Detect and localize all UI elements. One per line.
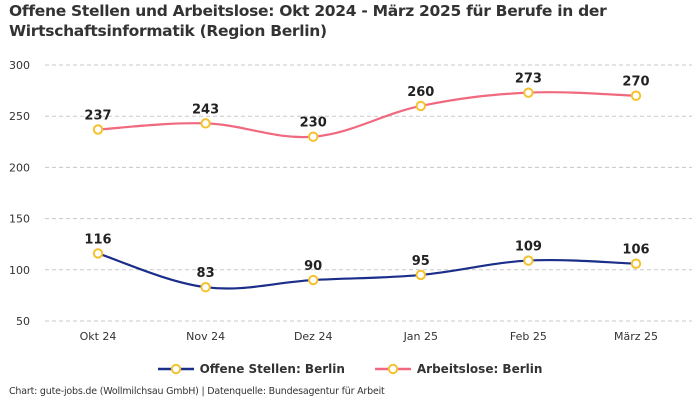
data-label: 270: [622, 75, 649, 90]
legend-line-marker-icon: [374, 363, 411, 375]
legend-label: Arbeitslose: Berlin: [416, 362, 543, 376]
legend-label: Offene Stellen: Berlin: [199, 362, 345, 376]
data-point[interactable]: [630, 258, 642, 269]
y-tick-label: 50: [16, 315, 30, 328]
data-point[interactable]: [415, 269, 426, 281]
chart-title: Offene Stellen und Arbeitslose: Okt 2024…: [9, 2, 607, 40]
x-tick-label: Jan 25: [403, 330, 438, 343]
data-label: 90: [304, 259, 322, 274]
data-point[interactable]: [200, 118, 211, 129]
legend-item[interactable]: Arbeitslose: Berlin: [374, 362, 543, 376]
data-label: 116: [84, 232, 111, 247]
data-label: 260: [407, 85, 434, 100]
legend-item[interactable]: Offene Stellen: Berlin: [157, 362, 345, 376]
data-label: 237: [84, 109, 111, 124]
y-tick-label: 150: [9, 213, 30, 226]
data-point[interactable]: [308, 131, 319, 142]
x-tick-label: März 25: [614, 330, 658, 343]
data-label: 273: [515, 72, 542, 87]
data-point[interactable]: [92, 124, 104, 135]
data-point[interactable]: [308, 274, 319, 286]
y-tick-label: 100: [9, 264, 30, 277]
data-point[interactable]: [200, 282, 211, 293]
series-line: [97, 91, 637, 139]
data-point[interactable]: [415, 100, 426, 112]
data-point[interactable]: [92, 248, 104, 259]
y-tick-label: 200: [9, 161, 30, 174]
x-tick-label: Feb 25: [510, 330, 547, 343]
data-point[interactable]: [523, 87, 534, 98]
x-tick-label: Dez 24: [294, 330, 333, 343]
data-point[interactable]: [630, 90, 642, 101]
data-point[interactable]: [523, 255, 534, 266]
x-tick-label: Nov 24: [186, 330, 225, 343]
legend-line-marker-icon: [157, 363, 194, 375]
data-label: 106: [622, 243, 649, 258]
data-label: 230: [300, 116, 327, 131]
x-tick-label: Okt 24: [80, 330, 117, 343]
y-tick-label: 300: [9, 59, 30, 72]
data-label: 83: [197, 266, 215, 281]
data-label: 109: [515, 240, 542, 255]
source-footer: Chart: gute-jobs.de (Wollmilchsau GmbH) …: [9, 386, 385, 397]
y-tick-label: 250: [9, 110, 30, 123]
legend: Offene Stellen: Berlin Arbeitslose: Berli…: [0, 362, 700, 376]
data-label: 95: [412, 254, 430, 269]
series-line: [97, 252, 637, 290]
data-label: 243: [192, 102, 219, 117]
